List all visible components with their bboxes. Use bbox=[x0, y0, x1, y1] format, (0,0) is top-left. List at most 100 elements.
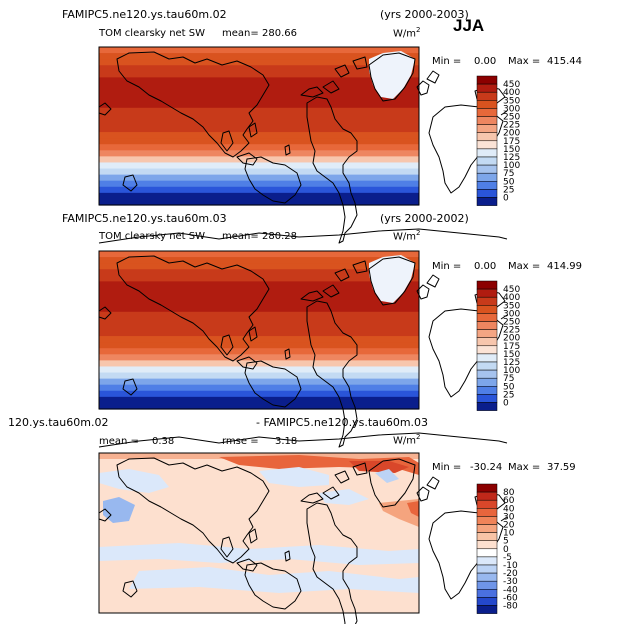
panel2-max-label: Max = bbox=[508, 261, 541, 272]
colorbar-swatch bbox=[476, 540, 498, 550]
colorbar-swatch bbox=[476, 597, 498, 606]
colorbar-swatch bbox=[476, 580, 498, 590]
panel3-units: W/m2 bbox=[393, 433, 421, 447]
lat-band bbox=[99, 384, 419, 392]
colorbar-label: 175 bbox=[503, 137, 520, 147]
lat-band bbox=[99, 323, 419, 331]
lat-band bbox=[99, 330, 419, 337]
colorbar-label: 200 bbox=[503, 334, 520, 344]
colorbar-label: 225 bbox=[503, 326, 520, 336]
colorbar-label: 0 bbox=[503, 399, 509, 409]
colorbar-swatch bbox=[476, 83, 498, 93]
colorbar-swatch bbox=[476, 369, 498, 379]
lat-band bbox=[99, 198, 419, 206]
lat-band bbox=[99, 47, 419, 54]
colorbar-label: 75 bbox=[503, 374, 514, 384]
colorbar-label: 25 bbox=[503, 185, 514, 195]
colorbar-swatch bbox=[476, 124, 498, 133]
lat-band bbox=[99, 83, 419, 91]
lat-band bbox=[99, 89, 419, 97]
panel2-min-label: Min = bbox=[432, 261, 462, 272]
lat-band bbox=[99, 287, 419, 295]
lat-band bbox=[99, 113, 419, 121]
colorbar-swatch bbox=[476, 321, 498, 330]
panel1-min-value: 0.00 bbox=[474, 56, 497, 67]
colorbar-label: 5 bbox=[503, 537, 509, 547]
colorbar-swatch bbox=[476, 313, 498, 322]
lat-band bbox=[99, 366, 419, 374]
panel3-min-value: -30.24 bbox=[470, 462, 503, 473]
colorbar-label: 25 bbox=[503, 390, 514, 400]
colorbar-swatch bbox=[476, 377, 498, 387]
lat-band bbox=[99, 180, 419, 188]
colorbar-label: 400 bbox=[503, 293, 520, 303]
colorbar-swatch bbox=[476, 345, 498, 355]
panel3-min-label: Min = bbox=[432, 462, 462, 473]
lat-band bbox=[99, 263, 419, 270]
colorbar-swatch bbox=[476, 75, 498, 85]
colorbar-swatch bbox=[476, 288, 498, 298]
panel1-mean-label: mean= bbox=[222, 28, 259, 39]
panel3-max-value: 37.59 bbox=[547, 462, 576, 473]
colorbar-label: -10 bbox=[503, 561, 518, 571]
lat-band bbox=[99, 275, 419, 282]
lat-band bbox=[99, 95, 419, 103]
lat-band bbox=[99, 126, 419, 133]
colorbar-label: 175 bbox=[503, 342, 520, 352]
colorbar-label: -20 bbox=[503, 569, 518, 579]
colorbar-swatch bbox=[476, 337, 498, 347]
lat-band bbox=[99, 311, 419, 319]
panel1-mean-value: 280.66 bbox=[262, 28, 297, 39]
colorbar-swatch bbox=[476, 116, 498, 125]
colorbar-swatch bbox=[476, 164, 498, 174]
lat-band bbox=[99, 192, 419, 200]
panel3-mean-value: 0.38 bbox=[152, 436, 175, 447]
colorbar-label: 20 bbox=[503, 521, 515, 531]
colorbar-swatch bbox=[476, 148, 498, 158]
colorbar-label: -40 bbox=[503, 585, 518, 595]
colorbar-swatch bbox=[476, 280, 498, 290]
lat-band bbox=[99, 269, 419, 276]
panel1-units: W/m2 bbox=[393, 26, 421, 40]
colorbar-label: 100 bbox=[503, 161, 520, 171]
lat-band bbox=[99, 281, 419, 289]
panel3-map bbox=[97, 452, 508, 624]
lat-band bbox=[99, 132, 419, 139]
panel1-max-value: 415.44 bbox=[547, 56, 582, 67]
lat-band bbox=[99, 156, 419, 164]
panel2-map bbox=[97, 250, 508, 452]
panel2-variable: TOM clearsky net SW bbox=[99, 231, 206, 242]
colorbar-label: 250 bbox=[503, 113, 520, 123]
panel2-min-value: 0.00 bbox=[474, 261, 497, 272]
colorbar-label: -80 bbox=[503, 602, 518, 612]
colorbar-swatch bbox=[476, 100, 498, 109]
colorbar-swatch bbox=[476, 353, 498, 363]
lat-band bbox=[99, 402, 419, 410]
colorbar-label: 250 bbox=[503, 318, 520, 328]
lat-band bbox=[99, 293, 419, 301]
panel1-case-title: FAMIPC5.ne120.ys.tau60m.02 bbox=[62, 8, 227, 21]
colorbar-swatch bbox=[476, 329, 498, 338]
lat-band bbox=[99, 150, 419, 157]
colorbar-swatch bbox=[476, 394, 498, 403]
colorbar-label: 80 bbox=[503, 488, 515, 498]
colorbar-swatch bbox=[476, 305, 498, 314]
colorbar-swatch bbox=[476, 589, 498, 598]
lat-band bbox=[99, 378, 419, 386]
panel2-max-value: 414.99 bbox=[547, 261, 582, 272]
colorbar-swatch bbox=[476, 140, 498, 150]
colorbar-swatch bbox=[476, 156, 498, 166]
lat-band bbox=[99, 107, 419, 115]
panel3-case-title: 120.ys.tau60m.02 bbox=[8, 416, 109, 429]
colorbar-swatch bbox=[476, 564, 498, 574]
lat-band bbox=[99, 174, 419, 182]
panel2-mean-value: 280.28 bbox=[262, 231, 297, 242]
colorbar-label: 450 bbox=[503, 285, 520, 295]
lat-band bbox=[99, 305, 419, 313]
colorbar-label: 125 bbox=[503, 358, 520, 368]
colorbar-swatch bbox=[476, 524, 498, 533]
colorbar-label: 225 bbox=[503, 121, 520, 131]
